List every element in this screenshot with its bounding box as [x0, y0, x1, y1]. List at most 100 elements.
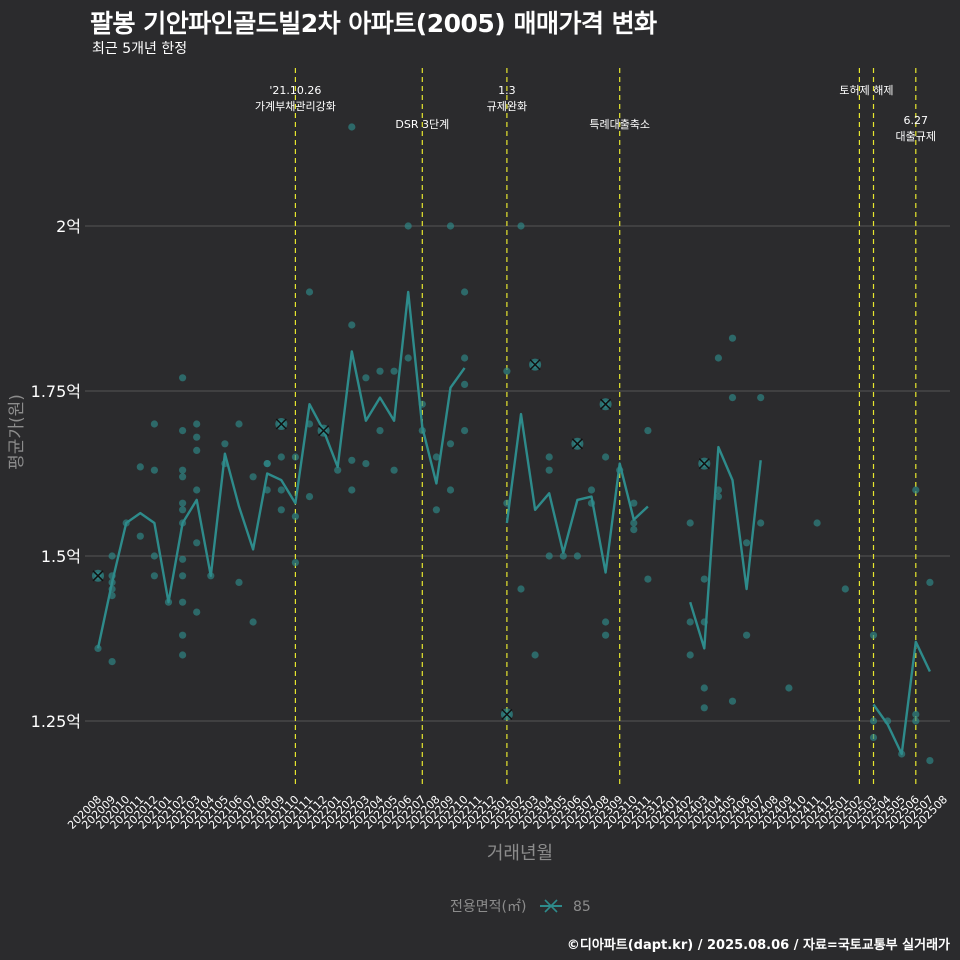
transaction-point [743, 631, 751, 639]
transaction-point [179, 427, 187, 435]
transaction-point [150, 420, 158, 428]
event-label: DSR 3단계 [395, 118, 449, 131]
transaction-point [277, 506, 285, 514]
transaction-point [559, 552, 567, 560]
transaction-point [193, 433, 201, 441]
transaction-point [150, 572, 158, 580]
transaction-point [348, 486, 356, 494]
highlight-x-stroke [698, 458, 710, 470]
transaction-point [193, 486, 201, 494]
average-line-segment [96, 290, 466, 649]
y-tick-label: 1.25억 [31, 712, 81, 731]
event-label: '21.10.26 [269, 84, 321, 97]
grid-lines [85, 225, 950, 722]
highlight-markers [92, 358, 711, 721]
transaction-point [630, 499, 638, 507]
transaction-point [235, 578, 243, 587]
transaction-point [602, 618, 610, 626]
highlight-x-stroke [529, 359, 541, 371]
transaction-point [136, 463, 144, 471]
transaction-point [179, 466, 187, 474]
transaction-point [573, 552, 582, 560]
y-tick-labels: 1.25억 1.5억 1.75억 2억 [31, 217, 81, 731]
highlight-marker [698, 457, 711, 470]
transaction-point [362, 374, 370, 382]
legend-item-85: 85 [573, 899, 591, 915]
transaction-point [531, 651, 539, 659]
highlight-x-stroke [92, 570, 104, 582]
event-label: 가계부채관리강화 [255, 100, 336, 113]
transaction-point [461, 288, 469, 296]
transaction-point [602, 453, 610, 461]
average-line-segment [505, 412, 649, 574]
transaction-point [179, 473, 187, 481]
highlight-marker [529, 358, 542, 371]
chart-title: 팔봉 기안파인골드빌2차 아파트(2005) 매매가격 변화 [90, 9, 657, 38]
transaction-point [432, 453, 440, 461]
transaction-point [714, 354, 723, 362]
transaction-point [869, 717, 878, 725]
transaction-point [362, 460, 370, 468]
transaction-point [108, 552, 116, 560]
transaction-point [348, 123, 356, 131]
transaction-point [813, 519, 821, 527]
transaction-point [291, 512, 299, 521]
legend: 전용면적(㎡) 85 [450, 899, 591, 915]
transaction-point [221, 440, 229, 448]
transaction-point [390, 466, 398, 474]
chart-subtitle: 최근 5개년 한정 [92, 41, 188, 57]
highlight-x-stroke [501, 708, 513, 720]
y-axis-title: 평균가(원) [7, 394, 27, 470]
transaction-point [912, 710, 920, 719]
transaction-point [926, 578, 934, 587]
transaction-point [263, 460, 271, 468]
transaction-point [869, 631, 878, 639]
transaction-point [291, 559, 299, 567]
transaction-point [587, 486, 596, 494]
transaction-point [869, 733, 878, 742]
event-label: 토허제 해제 [839, 83, 893, 97]
legend-title: 전용면적(㎡) [450, 899, 526, 915]
highlight-marker [92, 569, 104, 582]
transaction-point [644, 575, 652, 583]
event-label: 6.27 [904, 114, 929, 127]
transaction-point [644, 427, 652, 435]
transaction-point [150, 552, 158, 560]
transaction-point [728, 334, 737, 342]
transaction-point [179, 631, 187, 639]
transaction-point [517, 222, 525, 230]
transaction-point [503, 367, 511, 375]
average-line-segment [872, 640, 931, 756]
transaction-point [545, 466, 553, 474]
x-tick-labels: 2020082020092020102020112020122021012021… [65, 793, 950, 832]
transaction-point [841, 585, 849, 593]
source-caption: ©디아파트(dapt.kr) / 2025.08.06 / 자료=국토교통부 실… [566, 938, 950, 953]
transaction-point [700, 704, 708, 712]
transaction-point [714, 493, 723, 501]
transaction-point [277, 486, 285, 494]
transaction-point [446, 486, 455, 494]
transaction-point [757, 394, 765, 402]
transaction-point [602, 631, 610, 639]
event-label: 특례대출축소 [589, 118, 650, 131]
highlight-x-stroke [571, 438, 583, 450]
transaction-point [305, 493, 314, 501]
transaction-point [686, 618, 694, 626]
transaction-point [348, 321, 356, 329]
transaction-point [432, 506, 440, 514]
transaction-point [686, 651, 694, 659]
transaction-point [179, 506, 187, 514]
highlight-x-stroke [275, 418, 287, 430]
transaction-point [630, 519, 638, 527]
highlight-marker [500, 708, 513, 721]
transaction-point [545, 552, 553, 560]
event-label: 대출규제 [896, 130, 936, 143]
transaction-point [912, 717, 920, 725]
transaction-point [334, 466, 342, 474]
transaction-point [136, 532, 144, 540]
transaction-point [700, 684, 708, 692]
y-tick-label: 1.5억 [41, 547, 81, 566]
event-lines [294, 68, 917, 785]
